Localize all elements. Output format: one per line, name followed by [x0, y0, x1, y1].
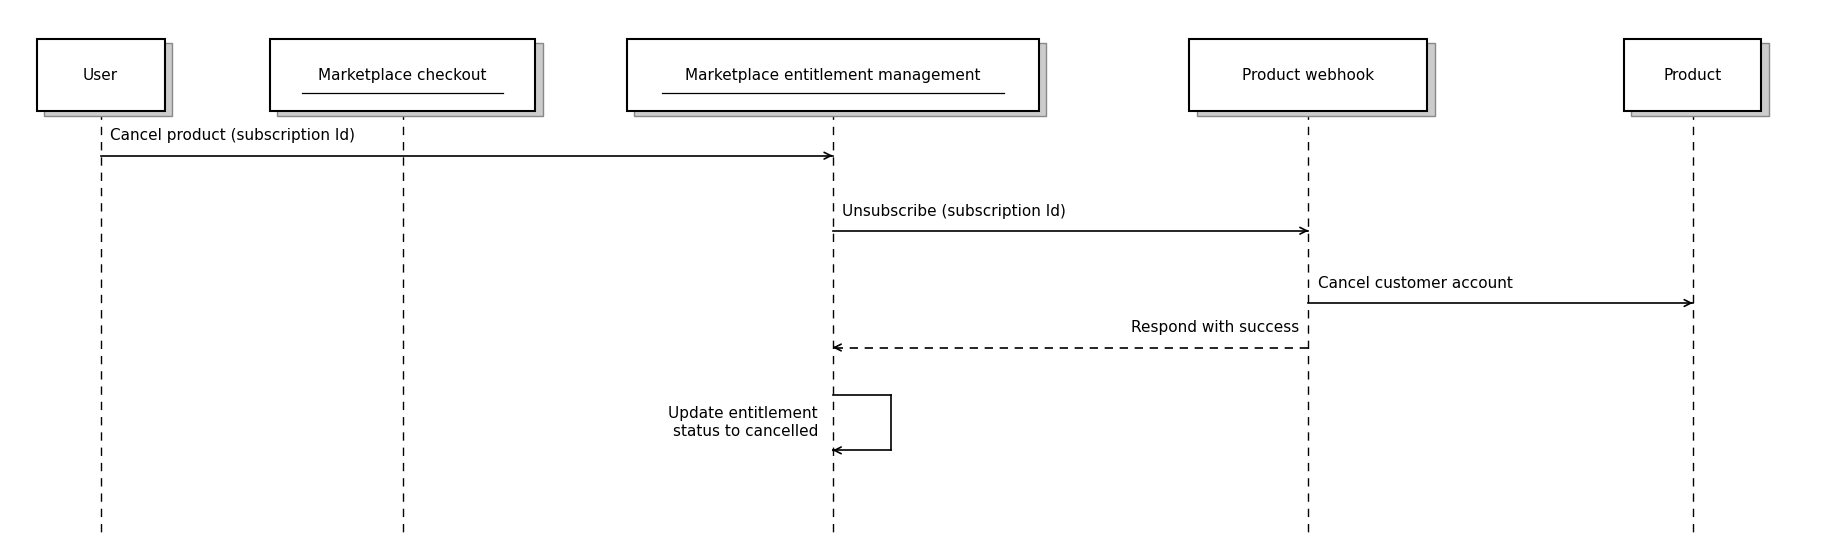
Text: Cancel product (subscription Id): Cancel product (subscription Id): [110, 128, 355, 143]
Bar: [271, 39, 534, 111]
Bar: [635, 43, 1047, 116]
Bar: [37, 39, 165, 111]
Text: Product webhook: Product webhook: [1243, 68, 1374, 82]
Text: Cancel customer account: Cancel customer account: [1318, 276, 1512, 291]
Text: User: User: [82, 68, 119, 82]
Text: Marketplace entitlement management: Marketplace entitlement management: [684, 68, 981, 82]
Bar: [1625, 39, 1762, 111]
Text: Respond with success: Respond with success: [1131, 320, 1299, 335]
Text: Product: Product: [1663, 68, 1722, 82]
Text: Update entitlement
status to cancelled: Update entitlement status to cancelled: [668, 406, 818, 439]
Bar: [44, 43, 172, 116]
Bar: [1632, 43, 1770, 116]
Bar: [626, 39, 1039, 111]
Text: Unsubscribe (subscription Id): Unsubscribe (subscription Id): [842, 203, 1065, 219]
Text: Marketplace checkout: Marketplace checkout: [318, 68, 487, 82]
Bar: [1197, 43, 1435, 116]
Bar: [278, 43, 544, 116]
Bar: [1190, 39, 1427, 111]
